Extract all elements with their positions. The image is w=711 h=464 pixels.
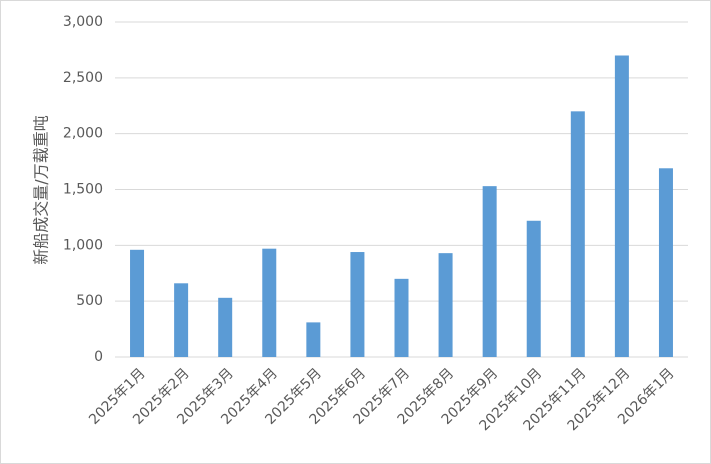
bar [350,252,365,357]
y-tick-label: 3,000 [63,14,103,30]
bar [658,168,673,357]
bar [614,55,629,357]
y-tick-label: 1,500 [63,182,103,198]
bar [394,278,409,357]
bar [174,283,189,357]
bar [570,111,585,357]
y-tick-label: 1,000 [63,237,103,253]
bar [262,248,277,357]
y-tick-label: 2,000 [63,126,103,142]
y-tick-label: 0 [94,349,103,365]
bar [218,297,233,357]
bar [306,322,321,357]
bar [130,249,145,357]
y-tick-label: 2,500 [63,70,103,86]
bar [438,253,453,357]
y-tick-label: 500 [76,293,103,309]
y-axis-title: 新船成交量/万载重吨 [32,115,51,264]
bar [482,186,497,357]
bar [526,220,541,357]
